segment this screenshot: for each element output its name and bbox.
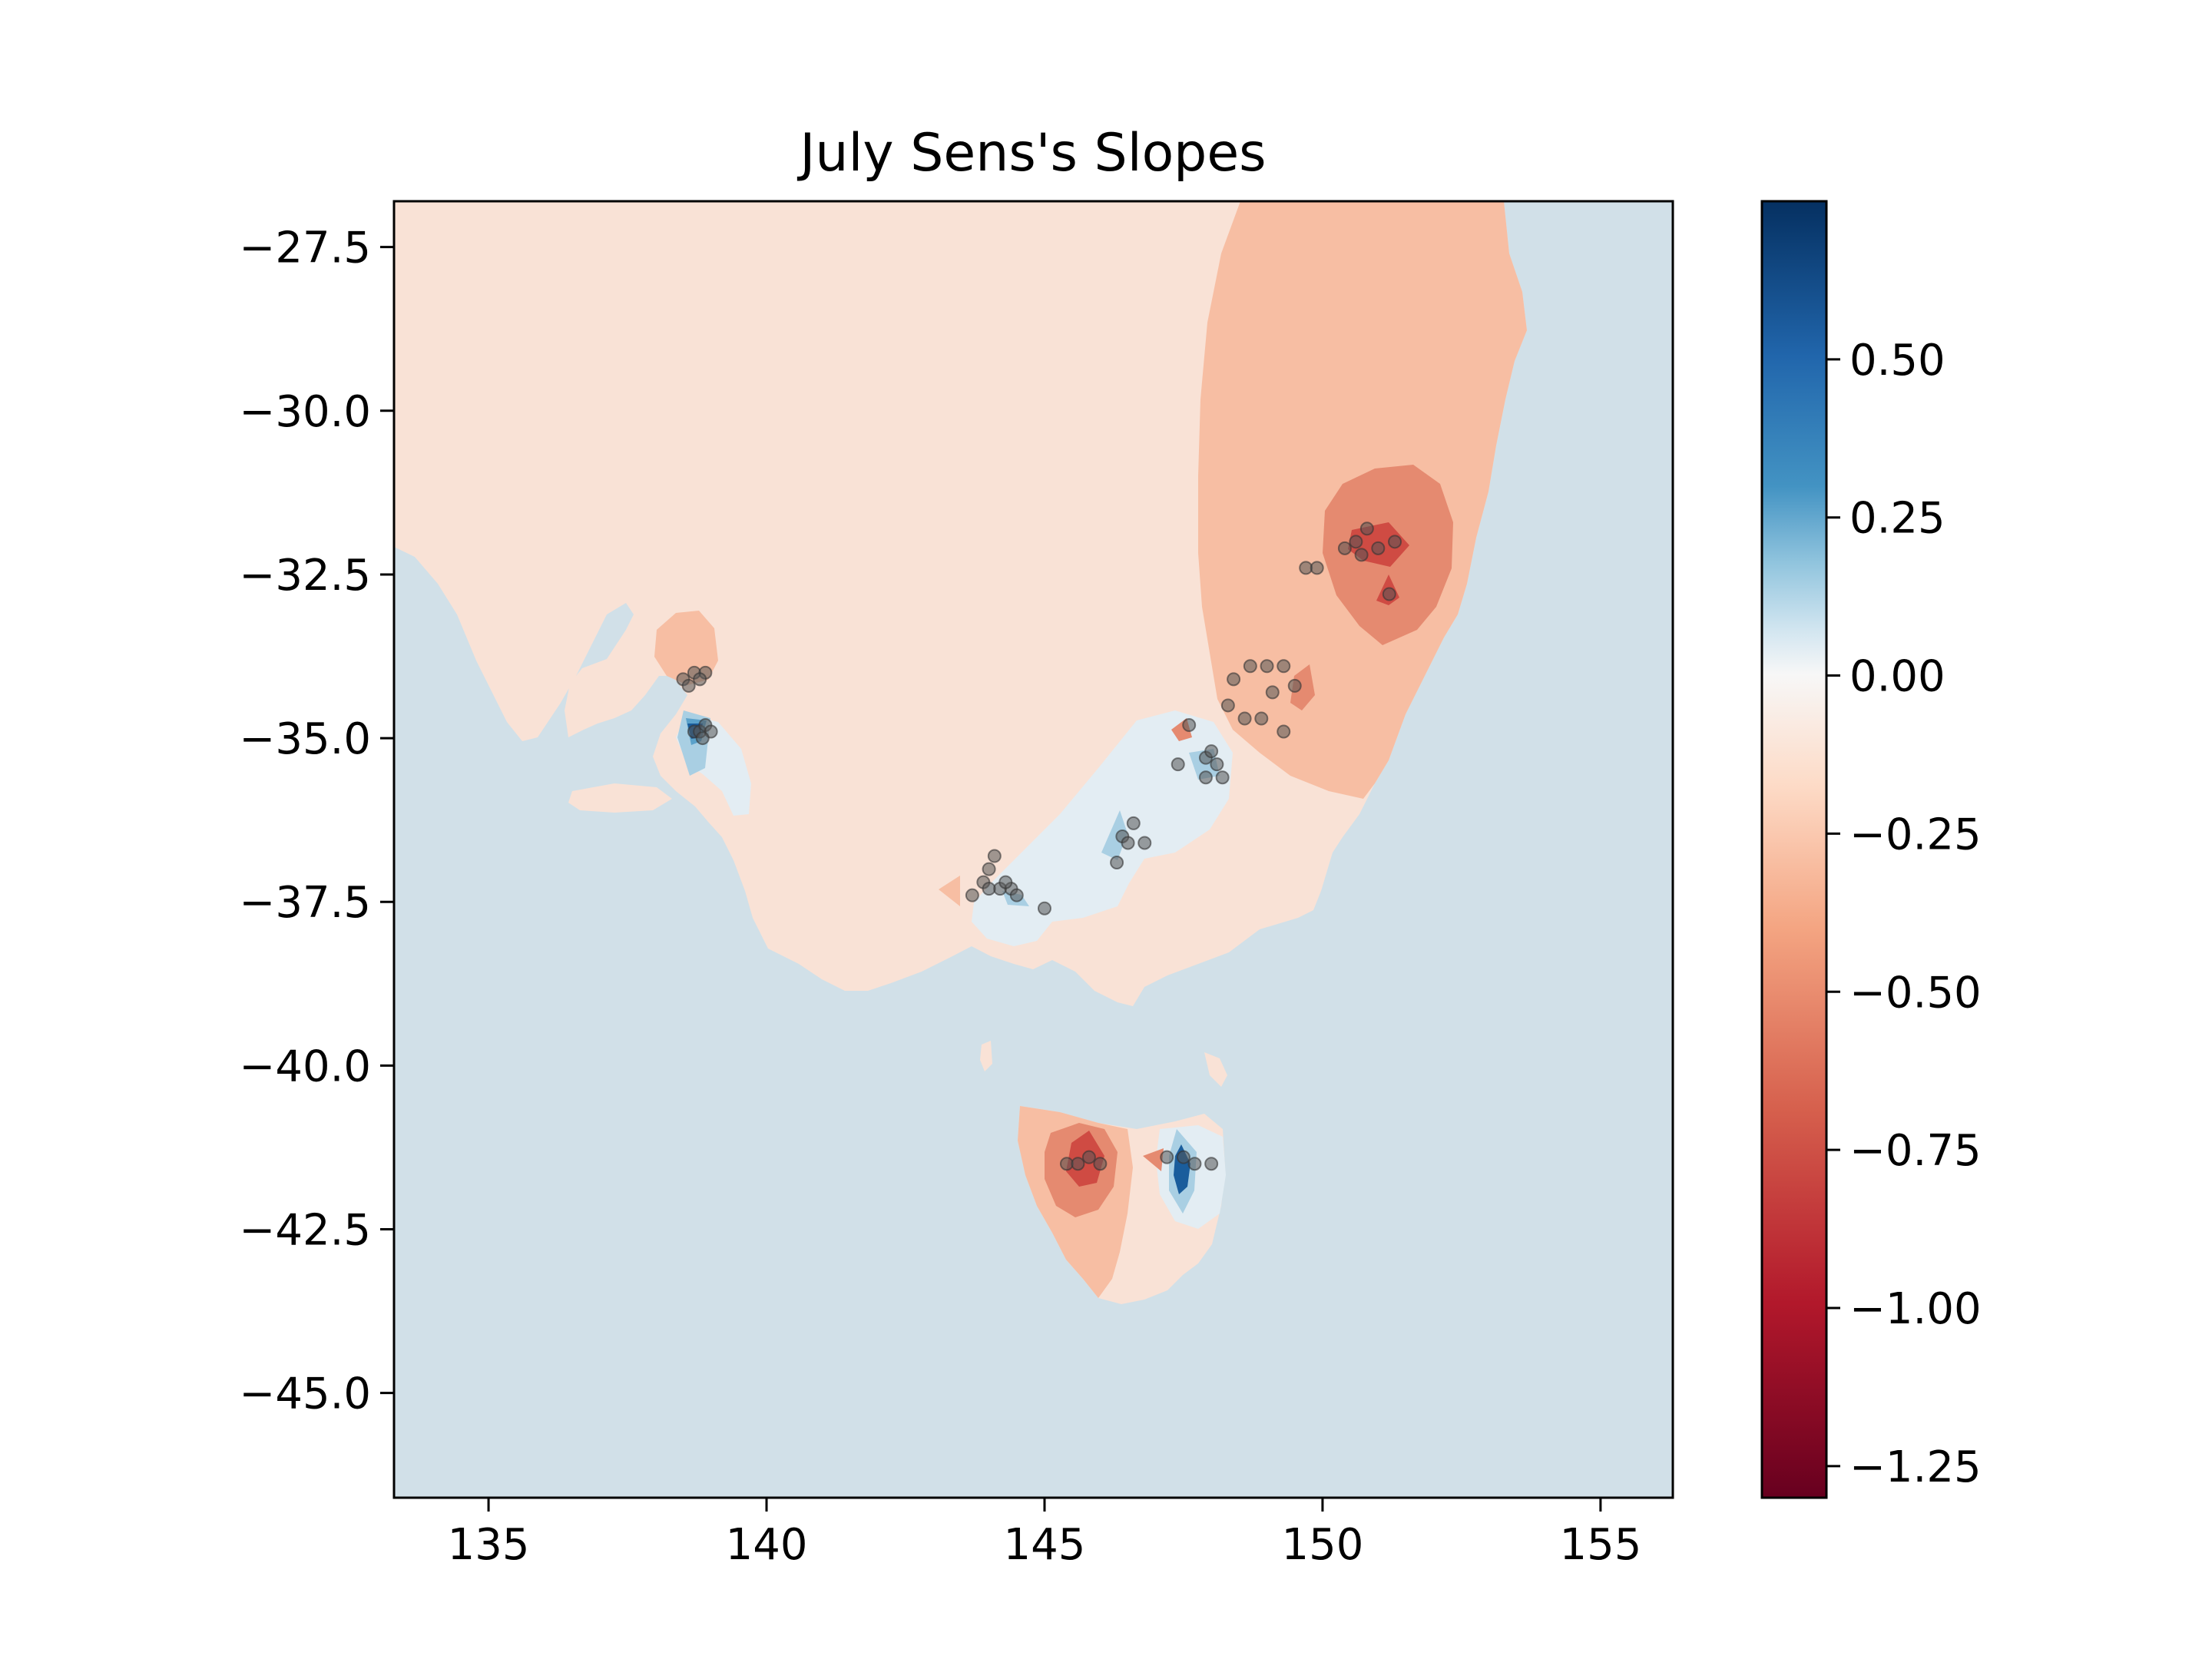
- victoria-negative-patch-west: [939, 876, 960, 906]
- station-marker: [1121, 836, 1135, 850]
- chart-title: July Sens's Slopes: [796, 123, 1266, 184]
- station-marker: [1009, 888, 1024, 902]
- station-marker: [1243, 659, 1257, 674]
- adelaide-negative-patch: [654, 611, 718, 685]
- flinders-island: [1204, 1052, 1227, 1087]
- station-marker: [1388, 535, 1402, 549]
- king-island: [980, 1041, 992, 1071]
- victoria-positive-patch-north: [1101, 810, 1128, 860]
- station-marker: [1220, 698, 1235, 713]
- colorbar-tick-label: −0.50: [1849, 968, 1982, 1018]
- colorbar-tick-label: −0.75: [1849, 1126, 1982, 1176]
- station-marker: [1254, 711, 1269, 726]
- x-tick-label: 145: [1004, 1520, 1086, 1570]
- colorbar: 0.50 0.25 0.00 −0.25 −0.50 −0.75 −1.00 −1.25: [1760, 200, 1982, 1499]
- colorbar-tick-label: 0.00: [1849, 652, 1945, 702]
- station-marker: [1037, 901, 1051, 916]
- station-marker: [1204, 744, 1219, 759]
- colorbar-tick-label: 0.25: [1849, 494, 1945, 544]
- station-marker: [1227, 672, 1241, 687]
- tasmania-east-negative-patch: [1143, 1148, 1164, 1171]
- station-marker: [965, 888, 979, 902]
- colorbar-tick-label: −1.25: [1849, 1442, 1982, 1492]
- x-tick-label: 140: [726, 1520, 808, 1570]
- station-marker: [1081, 1150, 1096, 1164]
- y-tick-label: −42.5: [239, 1205, 371, 1255]
- station-marker: [1110, 856, 1124, 870]
- station-marker: [1071, 1157, 1085, 1171]
- x-axis-ticks: 135 140 145 150 155: [448, 1498, 1641, 1570]
- station-marker: [982, 862, 996, 876]
- y-tick-label: −37.5: [239, 878, 371, 928]
- x-tick-label: 150: [1281, 1520, 1363, 1570]
- station-marker: [1354, 548, 1369, 562]
- y-tick-label: −30.0: [239, 387, 371, 437]
- station-marker: [982, 882, 996, 896]
- station-marker: [695, 731, 710, 746]
- station-marker: [1198, 770, 1213, 785]
- colorbar-tick-label: −1.00: [1849, 1284, 1982, 1334]
- station-marker: [1265, 685, 1280, 700]
- station-marker: [998, 875, 1013, 889]
- station-marker: [1204, 1157, 1219, 1171]
- station-marker: [1160, 1150, 1174, 1164]
- station-marker: [1137, 836, 1152, 850]
- colorbar-bar: [1760, 200, 1828, 1499]
- station-marker: [1371, 541, 1386, 555]
- station-marker: [1215, 770, 1230, 785]
- station-marker: [693, 672, 707, 687]
- station-marker: [1093, 1157, 1108, 1171]
- station-marker: [1210, 757, 1224, 772]
- y-tick-label: −45.0: [239, 1369, 371, 1419]
- station-marker: [1277, 659, 1291, 674]
- station-marker: [1187, 1157, 1202, 1171]
- map-axes: [394, 201, 1673, 1498]
- station-marker: [681, 678, 696, 693]
- victoria-positive-zone: [972, 710, 1233, 946]
- station-marker: [1287, 678, 1302, 693]
- colorbar-tick-label: 0.50: [1849, 336, 1945, 386]
- central-tablelands-patch: [1290, 664, 1315, 710]
- y-tick-label: −35.0: [239, 714, 371, 764]
- station-marker: [1182, 718, 1197, 733]
- y-tick-label: −32.5: [239, 551, 371, 601]
- x-tick-label: 155: [1559, 1520, 1641, 1570]
- map-axes-frame: [392, 200, 1674, 1499]
- station-markers: [676, 522, 1402, 1171]
- station-marker: [1349, 535, 1363, 549]
- y-tick-label: −40.0: [239, 1041, 371, 1091]
- y-axis-ticks: −27.5 −30.0 −32.5 −35.0 −37.5 −40.0 −42.5 −45.0: [239, 224, 394, 1419]
- station-marker: [1359, 522, 1374, 536]
- station-marker: [1277, 724, 1291, 739]
- station-marker: [1237, 711, 1252, 726]
- x-tick-label: 135: [448, 1520, 530, 1570]
- station-marker: [1260, 659, 1274, 674]
- station-marker: [1171, 757, 1185, 772]
- colorbar-tick-label: −0.25: [1849, 810, 1982, 859]
- kangaroo-island: [568, 783, 672, 813]
- colorbar-ticks: 0.50 0.25 0.00 −0.25 −0.50 −0.75 −1.00 −1.25: [1826, 336, 1982, 1492]
- station-marker: [1310, 561, 1324, 575]
- y-tick-label: −27.5: [239, 224, 371, 273]
- station-marker: [1337, 541, 1352, 555]
- station-marker: [1382, 587, 1396, 601]
- station-marker: [987, 849, 1002, 863]
- station-marker: [1126, 816, 1141, 830]
- station-marker: [1176, 1150, 1190, 1164]
